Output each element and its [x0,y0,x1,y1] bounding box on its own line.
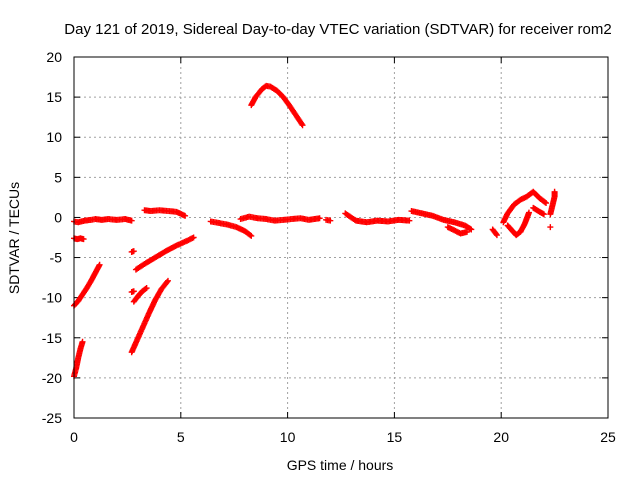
x-tick-label: 15 [387,429,403,445]
data-point [406,217,413,224]
x-tick-labels: 0 5 10 15 20 25 [70,429,616,445]
data-point [464,228,471,235]
data-point [182,212,189,219]
chart-title: Day 121 of 2019, Sidereal Day-to-day VTE… [64,21,611,38]
y-tick-label: -25 [42,410,62,426]
x-tick-label: 0 [70,429,78,445]
data-point [80,236,87,243]
data-point [130,248,137,255]
data-point [164,277,171,284]
data-point [493,232,500,239]
y-tick-label: -10 [42,290,62,306]
y-tick-label: 15 [46,89,62,105]
y-tick-label: 5 [54,169,62,185]
data-point [493,230,500,237]
data-point [299,122,306,129]
grid-lines [73,56,609,419]
x-tick-label: 25 [600,429,616,445]
y-tick-label: -20 [42,370,62,386]
data-point [551,188,558,195]
data-point [468,226,475,233]
data-point [79,338,86,345]
data-point [298,120,305,127]
data-point [142,285,149,292]
data-point [547,224,554,231]
y-tick-labels: -25 -20 -15 -10 -5 0 5 10 15 20 [42,49,62,426]
y-tick-label: -5 [50,250,63,266]
data-point [248,232,255,239]
x-tick-label: 5 [177,429,185,445]
data-point [540,211,547,218]
x-axis-label: GPS time / hours [287,457,394,473]
x-tick-label: 10 [280,429,296,445]
data-point [247,232,254,239]
data-point [316,215,323,222]
data-point [130,288,137,295]
x-tick-label: 20 [493,429,509,445]
data-point [525,209,532,216]
y-tick-label: 10 [46,129,62,145]
y-axis-label: SDTVAR / TECUs [6,182,22,294]
y-tick-label: 20 [46,49,62,65]
data-point [128,217,135,224]
data-point [327,217,334,224]
data-points [71,82,558,380]
data-point [190,234,197,241]
y-tick-label: -15 [42,330,62,346]
y-tick-label: 0 [54,209,62,225]
data-point [143,285,150,292]
plot-frame [73,56,609,419]
data-point [164,278,171,285]
data-point [96,261,103,268]
data-point [543,200,550,207]
data-point [541,199,548,206]
